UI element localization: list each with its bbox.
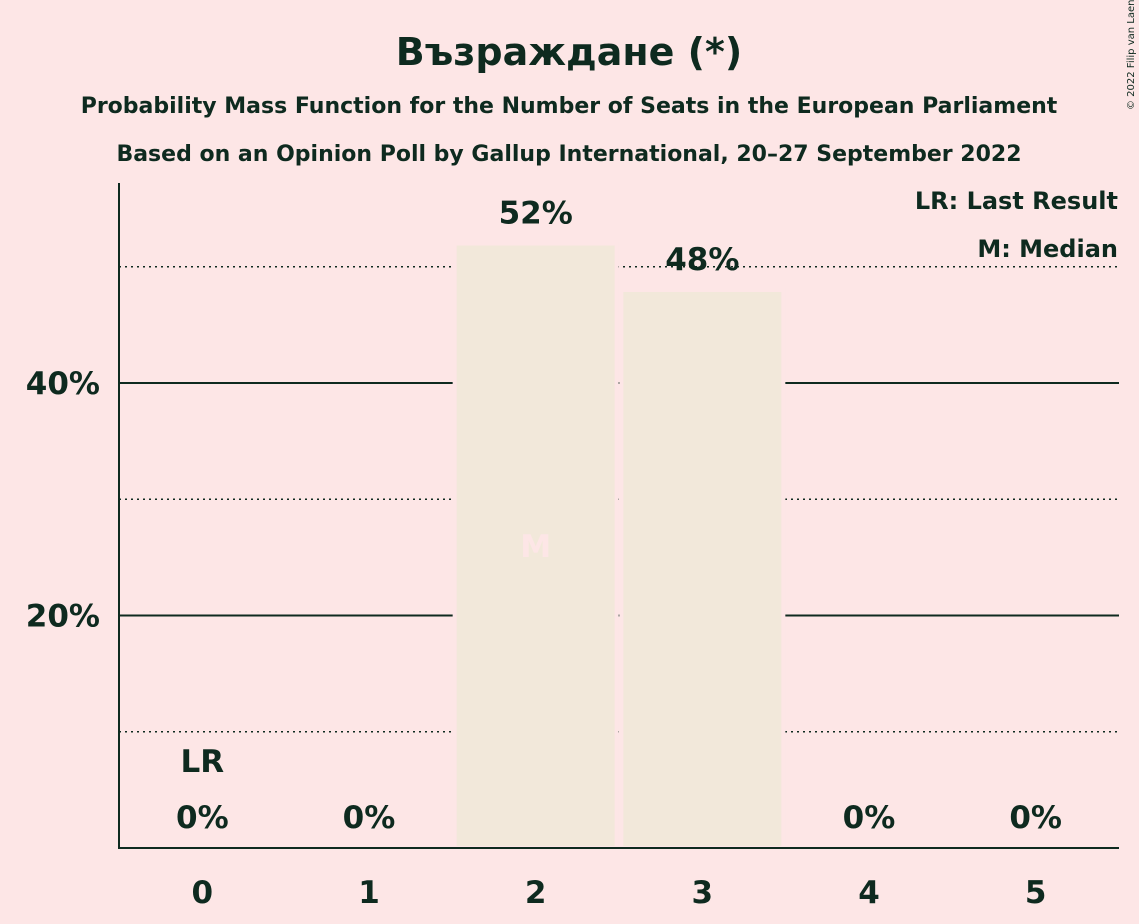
chart-subtitle-1: Probability Mass Function for the Number… (81, 94, 1058, 119)
bars (452, 241, 786, 850)
bar-value-labels: 0% 0% 52% 48% 0% 0% LR M (176, 196, 1062, 837)
y-tick-label-40: 40% (26, 366, 100, 402)
bar-value-label-2: 52% (499, 196, 573, 232)
legend-median: M: Median (977, 235, 1118, 263)
y-tick-label-bg-20 (20, 591, 104, 640)
y-tick-label-20: 20% (26, 599, 100, 635)
bar-value-label-4: 0% (843, 800, 896, 836)
copyright-text: © 2022 Filip van Laenen (1126, 0, 1137, 110)
x-tick-label-4: 4 (858, 875, 880, 911)
bar-value-label-5: 0% (1009, 800, 1062, 836)
x-tick-label-2: 2 (525, 875, 547, 911)
x-tick-label-3: 3 (692, 875, 714, 911)
median-marker: M (520, 529, 551, 565)
x-tick-label-5: 5 (1025, 875, 1047, 911)
bar-value-label-0: 0% (176, 800, 229, 836)
y-tick-label-bg-40 (20, 359, 104, 407)
chart-title: Възраждане (*) (396, 30, 742, 74)
chart-subtitle-2: Based on an Opinion Poll by Gallup Inter… (116, 142, 1021, 167)
bar-value-label-3: 48% (665, 242, 739, 278)
x-tick-labels: 0 1 2 3 4 5 (192, 875, 1047, 911)
x-tick-label-0: 0 (192, 875, 214, 911)
last-result-marker: LR (181, 744, 225, 780)
bar-3 (619, 288, 786, 850)
y-tick-labels: 20% 40% (20, 359, 104, 640)
bar-value-label-1: 0% (343, 800, 396, 836)
legend-last-result: LR: Last Result (915, 187, 1118, 215)
x-tick-label-1: 1 (358, 875, 380, 911)
gridlines (119, 266, 1119, 733)
